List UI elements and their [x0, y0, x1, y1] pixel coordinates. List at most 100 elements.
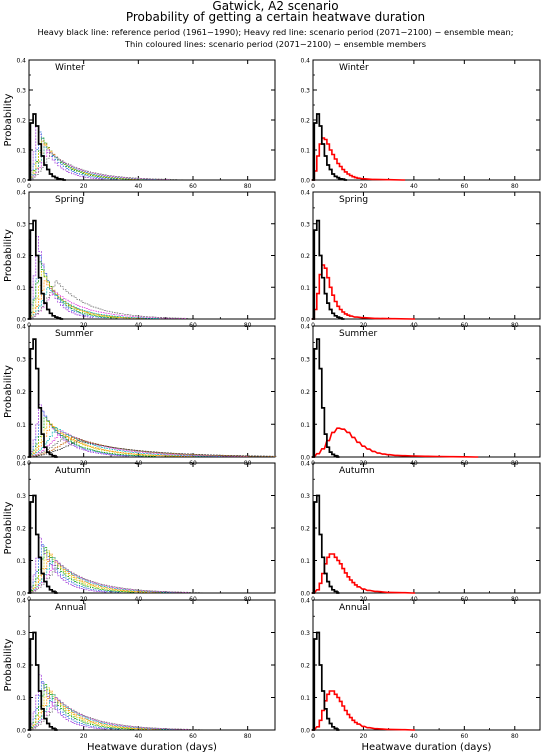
y-axis-label: Probability — [3, 365, 14, 418]
y-tick-label: 0.3 — [300, 493, 310, 500]
x-tick-label: 80 — [244, 183, 252, 190]
y-tick-label: 0.3 — [300, 221, 310, 228]
ensemble-member-line — [27, 280, 189, 320]
ensemble-member-line — [27, 152, 184, 181]
x-tick-label: 0 — [311, 733, 315, 740]
y-tick-label: 0.1 — [16, 422, 26, 429]
ensemble-member-line — [27, 440, 277, 458]
y-tick-label: 0.2 — [300, 118, 310, 125]
x-tick-label: 80 — [511, 183, 519, 190]
ensemble-member-line — [27, 693, 176, 731]
reference-line — [311, 338, 340, 458]
y-tick-label: 0.4 — [300, 461, 310, 468]
season-label: Spring — [339, 195, 368, 205]
y-tick-label: 0.3 — [16, 630, 26, 637]
y-tick-label: 0.3 — [16, 356, 26, 363]
ensemble-member-line — [27, 543, 121, 594]
y-tick-label: 0.4 — [16, 461, 26, 468]
y-tick-label: 0.1 — [16, 558, 26, 565]
x-tick-label: 60 — [461, 183, 469, 190]
ensemble-member-line — [27, 550, 148, 594]
y-tick-label: 0.3 — [300, 630, 310, 637]
y-axis-label: Probability — [3, 638, 14, 691]
y-tick-label: 0.0 — [300, 455, 310, 462]
y-tick-label: 0.2 — [300, 526, 310, 533]
season-label: Spring — [55, 195, 84, 205]
reference-line — [27, 338, 58, 458]
y-tick-label: 0.2 — [16, 526, 26, 533]
y-tick-label: 0.4 — [300, 58, 310, 65]
y-tick-label: 0.1 — [300, 422, 310, 429]
x-tick-label: 20 — [80, 733, 88, 740]
y-tick-label: 0.3 — [16, 493, 26, 500]
reference-line — [27, 113, 66, 181]
reference-line — [311, 219, 345, 320]
season-label: Annual — [339, 603, 370, 613]
ensemble-member-line — [27, 143, 146, 181]
ensemble-member-line — [27, 563, 203, 594]
plot-frame-winter-mean — [312, 59, 541, 181]
y-tick-label: 0.0 — [300, 728, 310, 735]
scenario-mean-line — [311, 264, 416, 320]
x-tick-label: 0 — [27, 183, 31, 190]
y-tick-label: 0.0 — [16, 728, 26, 735]
ensemble-member-line — [27, 560, 189, 594]
chart-subtitle-line2: Thin coloured lines: scenario period (20… — [124, 39, 427, 49]
scenario-mean-line — [311, 427, 479, 458]
plot-frame-summer-mean — [312, 325, 541, 458]
y-tick-label: 0.4 — [16, 190, 26, 197]
ensemble-member-line — [27, 255, 107, 320]
reference-line — [311, 494, 340, 594]
reference-line — [27, 631, 58, 731]
season-label: Winter — [55, 63, 85, 73]
ensemble-member-line — [27, 420, 181, 458]
ensemble-member-line — [27, 423, 195, 458]
y-tick-label: 0.2 — [300, 389, 310, 396]
y-tick-label: 0.0 — [16, 591, 26, 598]
y-axis-label: Probability — [3, 501, 14, 554]
x-tick-label: 20 — [360, 733, 368, 740]
y-tick-label: 0.1 — [300, 148, 310, 155]
ensemble-member-line — [27, 547, 135, 594]
x-tick-label: 0 — [27, 733, 31, 740]
y-tick-label: 0.4 — [16, 58, 26, 65]
y-axis-label: Probability — [3, 229, 14, 282]
x-axis-label: Heatwave duration (days) — [87, 742, 217, 753]
ensemble-member-line — [27, 280, 146, 320]
x-tick-label: 20 — [80, 183, 88, 190]
y-tick-label: 0.3 — [300, 88, 310, 95]
y-tick-label: 0.4 — [16, 598, 26, 605]
x-tick-label: 80 — [244, 733, 252, 740]
y-tick-label: 0.2 — [300, 663, 310, 670]
y-tick-label: 0.4 — [300, 598, 310, 605]
ensemble-member-line — [27, 430, 249, 458]
y-tick-label: 0.1 — [16, 285, 26, 292]
y-tick-label: 0.4 — [16, 324, 26, 331]
season-label: Autumn — [55, 466, 91, 476]
plot-frame-winter-members — [28, 59, 276, 181]
season-label: Winter — [339, 63, 369, 73]
y-tick-label: 0.1 — [16, 148, 26, 155]
ensemble-member-line — [27, 290, 187, 320]
y-tick-label: 0.3 — [16, 88, 26, 95]
reference-line — [27, 219, 64, 320]
y-axis-label: Probability — [3, 93, 14, 146]
x-tick-label: 80 — [511, 733, 519, 740]
x-tick-label: 60 — [461, 733, 469, 740]
y-tick-label: 0.2 — [16, 118, 26, 125]
x-tick-label: 40 — [410, 183, 418, 190]
scenario-mean-line — [311, 137, 406, 181]
x-tick-label: 40 — [135, 183, 143, 190]
y-tick-label: 0.1 — [300, 558, 310, 565]
ensemble-member-line — [27, 236, 94, 320]
x-tick-label: 40 — [135, 733, 143, 740]
reference-line — [311, 631, 340, 731]
season-label: Summer — [339, 329, 377, 339]
y-tick-label: 0.3 — [16, 221, 26, 228]
x-tick-label: 0 — [311, 183, 315, 190]
y-tick-label: 0.0 — [300, 317, 310, 324]
reference-line — [311, 113, 348, 181]
ensemble-member-line — [27, 437, 277, 458]
ensemble-member-line — [27, 697, 189, 731]
